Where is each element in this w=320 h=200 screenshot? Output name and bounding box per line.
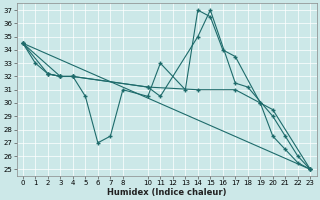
X-axis label: Humidex (Indice chaleur): Humidex (Indice chaleur) (107, 188, 226, 197)
